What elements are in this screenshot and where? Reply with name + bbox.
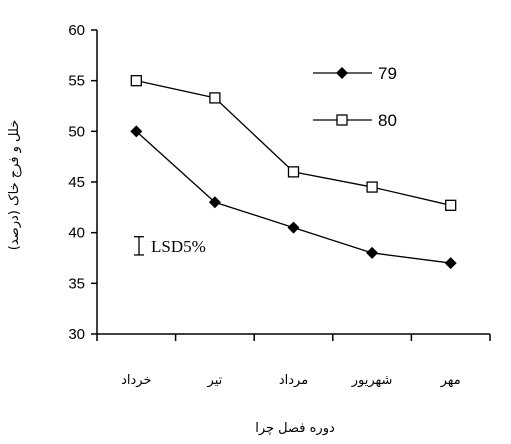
y-tick-label: 40 [68, 225, 85, 242]
y-axis: 30 35 40 45 50 55 60 [68, 22, 98, 343]
data-point [445, 199, 457, 211]
data-point [130, 75, 142, 87]
data-point [444, 257, 457, 270]
legend-item-79: 79 [313, 64, 397, 83]
legend: 79 80 [313, 64, 397, 130]
series-line [136, 80, 451, 206]
legend-item-80: 80 [313, 111, 397, 130]
legend-marker [336, 114, 348, 126]
data-point [366, 246, 379, 259]
y-tick-label: 30 [68, 326, 85, 343]
legend-label: 80 [378, 111, 397, 130]
x-tick-label: شهریور [351, 373, 393, 388]
x-tick-label: تیر [207, 373, 223, 388]
series-layer [130, 75, 457, 270]
x-axis: خرداد تیر مرداد شهریور مهر [96, 333, 491, 388]
y-tick-label: 45 [68, 174, 85, 191]
x-tick-label: مهر [440, 373, 461, 388]
legend-marker [336, 67, 348, 79]
x-axis-title: دوره فصل چرا [255, 421, 335, 436]
y-tick-label: 35 [68, 275, 85, 292]
x-tick-label: خرداد [121, 373, 151, 388]
lsd-bar: LSD5% [134, 236, 206, 256]
legend-label: 79 [378, 64, 397, 83]
data-point [208, 196, 221, 209]
y-tick-label: 60 [68, 22, 85, 39]
series-80 [130, 75, 457, 211]
data-point [287, 221, 300, 234]
y-axis-title: خلل و فرج خاک (درصد) [7, 120, 22, 250]
y-tick-label: 50 [68, 123, 85, 140]
x-tick-label: مرداد [279, 373, 308, 388]
lsd-label: LSD5% [151, 237, 206, 256]
data-point [130, 125, 143, 138]
data-point [366, 181, 378, 193]
series-79 [130, 125, 457, 270]
data-point [287, 166, 300, 178]
data-point [209, 92, 221, 104]
y-tick-label: 55 [68, 73, 85, 90]
